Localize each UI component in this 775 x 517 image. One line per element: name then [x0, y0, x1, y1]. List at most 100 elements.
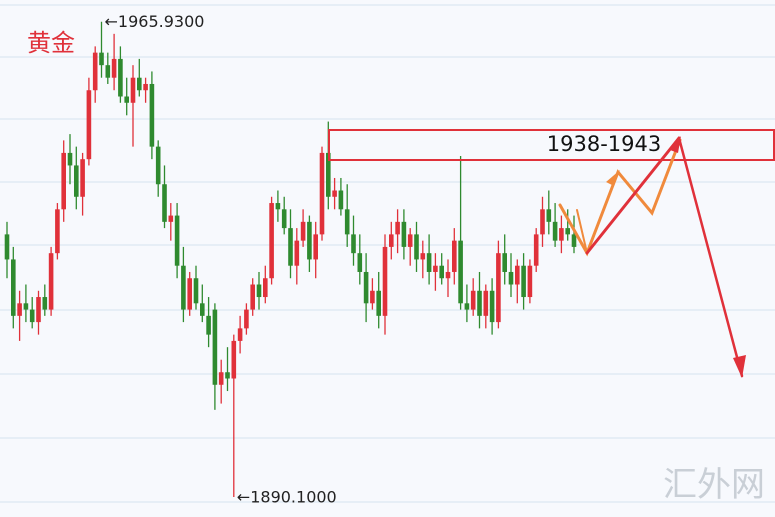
candle-body	[281, 209, 287, 229]
candle-body	[149, 83, 155, 147]
candle-body	[250, 284, 255, 310]
candle-body	[363, 271, 369, 304]
zone-label: 1938-1943	[547, 132, 661, 156]
candle-body	[275, 203, 281, 210]
candle-body	[527, 265, 533, 298]
candle-body	[445, 271, 451, 279]
candle-body	[36, 297, 41, 323]
candle-body	[502, 253, 507, 272]
candle-body	[212, 309, 218, 385]
candle-body	[370, 290, 375, 304]
candle-body	[300, 221, 306, 241]
candle-body	[29, 309, 35, 323]
candle-body	[86, 90, 92, 160]
candle-body	[521, 265, 526, 298]
candle-body	[326, 152, 331, 197]
chart-title: 黄金	[27, 29, 75, 57]
candle-body	[357, 253, 363, 272]
candle-body	[187, 278, 192, 310]
candle-body	[17, 303, 22, 316]
candle-body	[269, 203, 274, 279]
candle-body	[389, 234, 394, 247]
candle-body	[344, 209, 350, 235]
candle-body	[174, 215, 180, 266]
candle-body	[483, 290, 489, 316]
candle-body	[439, 265, 444, 279]
candle-body	[74, 165, 79, 197]
candle-body	[288, 228, 293, 266]
candle-body	[256, 284, 262, 298]
forecast-arrows	[558, 136, 746, 378]
candle-body	[61, 152, 66, 210]
candle-body	[181, 265, 186, 310]
grid	[0, 4, 775, 503]
candle-body	[559, 228, 564, 241]
candle-body	[225, 372, 230, 379]
candle-body	[458, 240, 463, 304]
candle-body	[155, 146, 161, 185]
candle-body	[200, 303, 205, 316]
candle-body	[407, 234, 413, 247]
candle-body	[489, 290, 495, 323]
candle-body	[496, 253, 501, 323]
candle-body	[565, 228, 570, 235]
candle-body	[80, 159, 85, 197]
candle-body	[206, 315, 211, 335]
candle-body	[401, 221, 407, 247]
candle-body	[244, 309, 249, 329]
candle-body	[92, 52, 98, 91]
candle-body	[338, 190, 344, 210]
candle-body	[464, 303, 470, 310]
candle-body	[351, 234, 356, 254]
candle-body	[137, 77, 142, 91]
zone-box	[328, 129, 775, 161]
candle-body	[23, 303, 29, 310]
watermark: 汇外网	[663, 465, 765, 505]
candle-body	[376, 290, 381, 316]
candle-body	[162, 184, 167, 222]
candle-body	[307, 221, 312, 260]
candle-body	[332, 190, 337, 197]
candle-body	[452, 240, 457, 272]
candle-body	[67, 152, 73, 166]
candle-body	[231, 340, 237, 379]
candle-body	[124, 96, 129, 103]
candle-body	[470, 290, 476, 310]
candle-body	[294, 240, 300, 266]
candle-body	[105, 65, 111, 78]
candle-body	[313, 234, 318, 260]
candle-body	[42, 297, 48, 310]
candle-body	[130, 77, 136, 103]
candle-body	[395, 221, 400, 235]
candle-body	[143, 83, 148, 91]
candle-body	[11, 259, 16, 316]
candle-body	[546, 209, 552, 222]
candle-body	[218, 372, 224, 385]
candle-body	[515, 265, 520, 285]
candle-body	[420, 253, 426, 260]
candle-body	[319, 152, 325, 235]
candle-body	[533, 234, 539, 266]
candle-body	[382, 246, 388, 316]
candle-body	[540, 209, 545, 235]
candle-body	[433, 265, 438, 272]
candle-body	[571, 234, 577, 247]
candle-body	[48, 253, 54, 310]
candle-body	[508, 271, 514, 285]
candle-body	[118, 58, 123, 97]
high-label: ←1965.9300	[105, 12, 205, 31]
candle-body	[414, 234, 419, 260]
candle-body	[237, 328, 243, 341]
candle-body	[193, 278, 199, 304]
candle-body	[263, 278, 268, 298]
candle-body	[477, 290, 482, 316]
candle-body	[99, 52, 104, 66]
candle-body	[552, 221, 558, 241]
candle-body	[4, 234, 10, 260]
candle-body	[168, 215, 174, 222]
candle-body	[426, 253, 432, 272]
low-label: ←1890.1000	[237, 487, 337, 506]
candle-body	[111, 58, 117, 78]
candle-body	[55, 209, 60, 254]
